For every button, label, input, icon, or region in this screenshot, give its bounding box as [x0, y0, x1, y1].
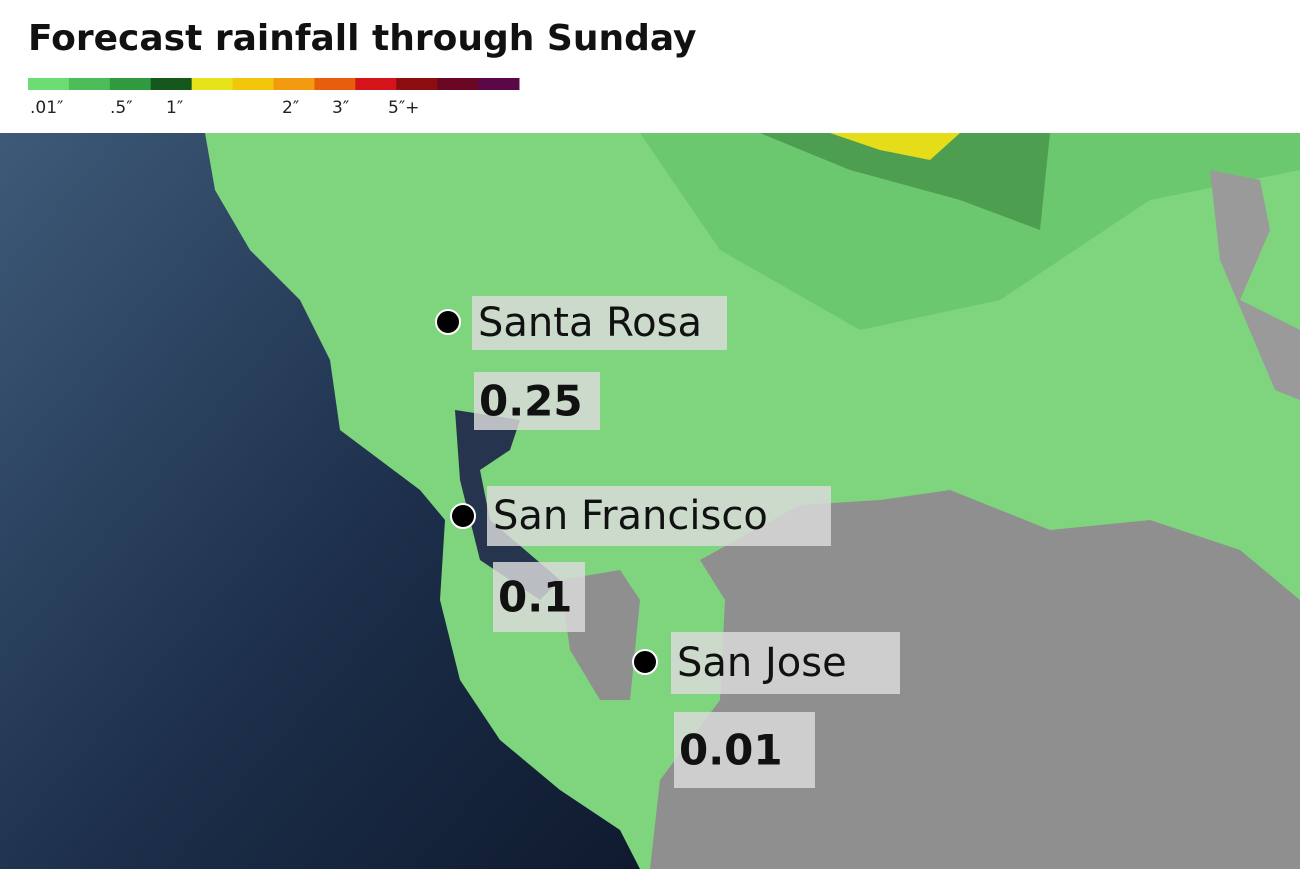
city-marker: [435, 309, 461, 335]
legend-label: .01″: [30, 98, 63, 118]
legend-swatch: [150, 78, 193, 90]
wetter-zone: [760, 133, 1050, 230]
legend-swatch: [28, 78, 70, 90]
heavy-rain-zone: [830, 133, 960, 160]
legend-swatch: [437, 78, 479, 90]
city-label-box: [487, 486, 831, 546]
ocean: [0, 133, 640, 869]
basemap: [0, 133, 1300, 869]
legend-label: 5″+: [388, 98, 419, 118]
legend-swatch: [314, 78, 356, 90]
rainfall-box: [474, 372, 600, 430]
legend-swatch: [396, 78, 438, 90]
legend-swatch: [191, 78, 234, 90]
legend-swatch: [478, 78, 520, 90]
legend-swatch: [68, 78, 111, 90]
wetter-zone: [300, 133, 1300, 330]
legend-swatch: [355, 78, 397, 90]
legend-label: 3″: [332, 98, 349, 118]
legend-swatch: [273, 78, 315, 90]
city-marker: [450, 503, 476, 529]
rainfall-box: [493, 562, 585, 632]
dry-zone: [1210, 170, 1300, 400]
legend-swatch: [109, 78, 152, 90]
city-marker: [632, 649, 658, 675]
city-label-box: [671, 632, 900, 694]
city-label-box: [472, 296, 727, 350]
legend-swatch: [232, 78, 274, 90]
rainfall-value: 0.1: [498, 573, 572, 622]
city-name: San Jose: [677, 640, 847, 686]
city-name: San Francisco: [493, 493, 768, 539]
cities: Santa Rosa 0.25 San Francisco 0.1 San Jose 0.…: [435, 296, 900, 788]
city-name: Santa Rosa: [478, 300, 702, 346]
legend-label: 1″: [166, 98, 183, 118]
rainfall-value: 0.25: [479, 377, 583, 426]
map-title: Forecast rainfall through Sunday: [28, 18, 697, 59]
rainfall-value: 0.01: [679, 726, 783, 775]
bay: [455, 410, 560, 600]
legend-label: 2″: [282, 98, 299, 118]
legend-label: .5″: [110, 98, 133, 118]
legend: .01″ .5″ 1″ 2″ 3″ 5″+: [28, 78, 520, 118]
rainfall-box: [674, 712, 815, 788]
